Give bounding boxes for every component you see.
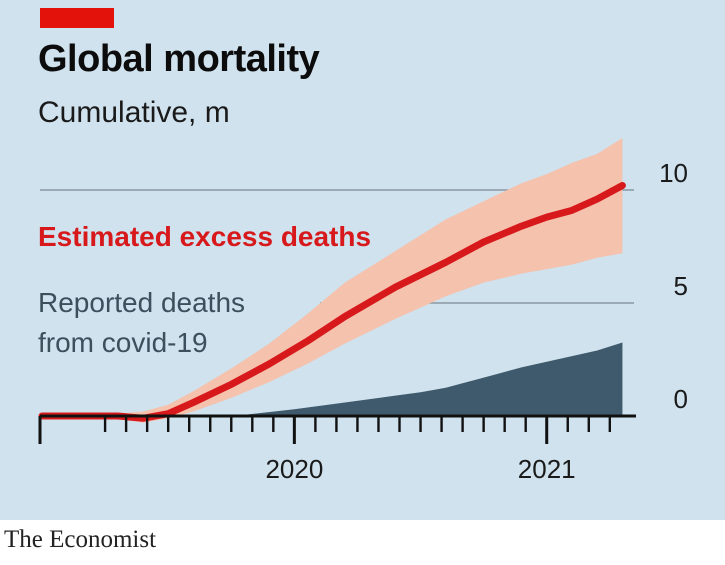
x-tick-label-2021: 2021 — [518, 454, 576, 484]
y-tick-label-0: 0 — [674, 384, 688, 414]
chart-plot: 0 5 10 2020 2021 Estimated excess deaths Repor… — [38, 138, 688, 484]
reported-deaths-label-line2: from covid-19 — [38, 327, 208, 358]
reported-deaths-area — [42, 342, 623, 416]
chart-title: Global mortality — [38, 38, 320, 80]
x-tick-label-2020: 2020 — [265, 454, 323, 484]
chart-subtitle: Cumulative, m — [38, 96, 230, 129]
source-credit: The Economist — [4, 526, 157, 553]
excess-deaths-label: Estimated excess deaths — [38, 221, 371, 252]
y-tick-label-5: 5 — [674, 271, 688, 301]
y-tick-label-10: 10 — [659, 158, 688, 188]
brand-red-tag — [40, 8, 114, 28]
excess-deaths-band — [42, 138, 623, 423]
chart-figure: Global mortality Cumulative, m 0 5 10 2020 2… — [0, 0, 725, 520]
reported-deaths-label: Reported deaths — [38, 287, 245, 318]
excess-deaths-line — [38, 181, 626, 422]
